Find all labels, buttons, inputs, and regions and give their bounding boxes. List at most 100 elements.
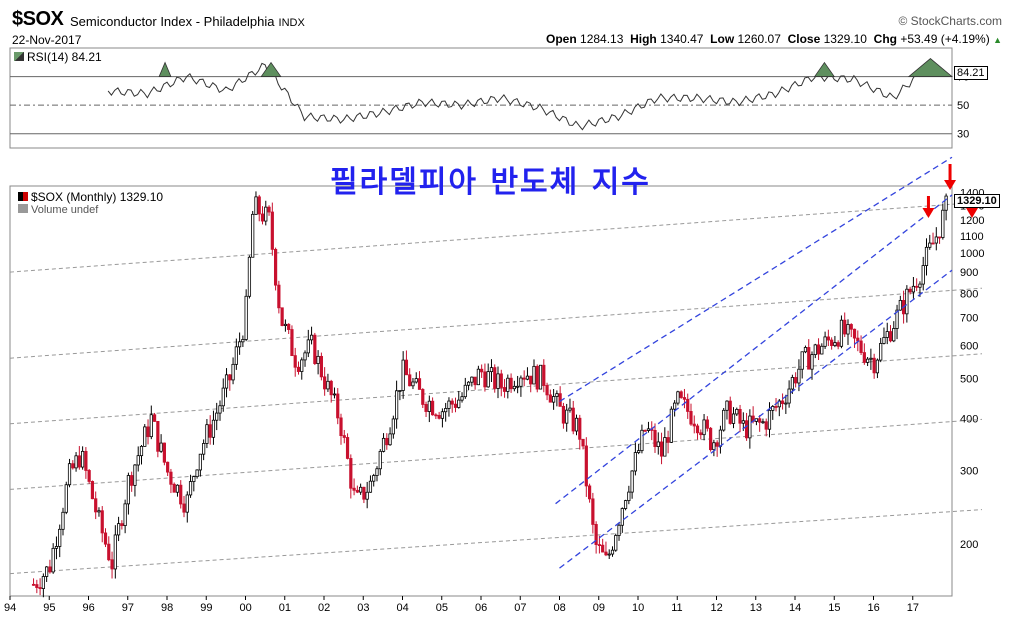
candle-body	[784, 402, 788, 405]
candle-body	[653, 430, 657, 447]
red-arrow-head	[922, 208, 935, 218]
open-value: 1284.13	[580, 32, 624, 46]
candle-body	[571, 407, 575, 432]
candle-body	[228, 374, 232, 381]
candle-body	[810, 354, 814, 370]
candle-body	[679, 391, 683, 398]
x-tick-label: 06	[475, 602, 487, 614]
candle-body	[81, 450, 85, 468]
candle-body	[300, 359, 304, 372]
candle-body	[758, 418, 762, 423]
candle-body	[581, 438, 585, 447]
candle-body	[578, 417, 582, 440]
candle-body	[385, 437, 389, 446]
trend-channel-gray	[9, 287, 983, 359]
candle-body	[247, 256, 252, 297]
candle-body	[460, 396, 464, 401]
candle-body	[401, 359, 405, 391]
candle-body	[875, 359, 880, 374]
candle-body	[656, 441, 660, 447]
candle-body	[244, 295, 248, 340]
candle-body	[594, 524, 598, 545]
candle-body	[74, 455, 78, 469]
candle-body	[133, 464, 137, 486]
candle-body	[270, 211, 274, 250]
candle-body	[931, 242, 935, 245]
rsi-legend-icon	[14, 52, 24, 61]
candle-body	[404, 359, 409, 376]
candle-body	[895, 309, 899, 329]
candle-body	[921, 265, 925, 285]
candle-body	[35, 584, 39, 588]
x-tick-label: 02	[318, 602, 330, 614]
candle-body	[378, 450, 382, 470]
candle-body	[182, 503, 186, 513]
x-tick-label: 17	[907, 602, 919, 614]
candle-body	[702, 419, 706, 436]
candle-body	[444, 408, 448, 413]
candle-body	[709, 427, 713, 451]
candle-body	[869, 357, 873, 360]
x-tick-label: 96	[83, 602, 95, 614]
candle-body	[349, 458, 353, 489]
x-tick-label: 99	[200, 602, 212, 614]
candle-body	[866, 358, 870, 363]
low-value: 1260.07	[737, 32, 781, 46]
candle-body	[686, 398, 690, 412]
candle-body	[54, 546, 59, 549]
candle-body	[159, 442, 163, 452]
candle-body	[617, 524, 621, 536]
brand-logo[interactable]: © StockCharts.com	[898, 14, 1002, 28]
candle-body	[156, 420, 160, 452]
rsi-legend: RSI(14) 84.21	[14, 50, 102, 64]
candle-body	[113, 534, 117, 570]
candle-body	[67, 463, 72, 486]
candle-body	[61, 511, 65, 530]
price-tick-label: 900	[960, 267, 978, 279]
trend-channel-blue	[559, 269, 953, 569]
candle-body	[326, 380, 330, 390]
candle-body	[94, 498, 98, 513]
rsi-panel: 305070	[9, 47, 969, 149]
candle-body	[516, 385, 520, 388]
candle-body	[172, 483, 176, 493]
ohlc-readout: Open 1284.13 High 1340.47 Low 1260.07 Cl…	[546, 32, 1002, 46]
candle-body	[725, 400, 729, 411]
candle-body	[339, 417, 343, 436]
x-tick-label: 95	[43, 602, 55, 614]
candle-body	[728, 400, 732, 424]
candle-body	[826, 336, 830, 341]
price-tick-label: 300	[960, 466, 978, 478]
candle-body	[545, 385, 549, 396]
candle-body	[120, 523, 124, 527]
price-tick-label: 600	[960, 340, 978, 352]
candle-body	[673, 402, 677, 410]
candle-body	[741, 420, 745, 424]
candle-body	[918, 283, 922, 288]
trend-channel-gray	[9, 353, 983, 425]
candle-body	[417, 378, 422, 390]
candle-body	[466, 381, 471, 386]
candle-body	[87, 470, 91, 482]
candle-body	[640, 429, 644, 452]
candle-body	[352, 487, 356, 491]
candle-body	[345, 437, 350, 459]
candle-body	[287, 323, 291, 330]
candle-body	[813, 344, 817, 356]
candle-body	[375, 468, 379, 476]
trend-channel-gray	[9, 418, 983, 490]
candle-body	[771, 406, 775, 411]
candle-body	[908, 288, 912, 293]
candle-body	[722, 409, 726, 431]
candle-body	[238, 341, 242, 348]
candle-body	[548, 394, 552, 403]
candle-body	[502, 387, 507, 392]
candle-body	[555, 393, 559, 397]
candle-body	[836, 342, 840, 347]
close-value: 1329.10	[823, 32, 867, 46]
candle-body	[663, 437, 667, 457]
candle-body	[202, 443, 206, 455]
candle-body	[623, 500, 628, 509]
candle-body	[103, 532, 108, 545]
candle-body	[463, 384, 467, 398]
